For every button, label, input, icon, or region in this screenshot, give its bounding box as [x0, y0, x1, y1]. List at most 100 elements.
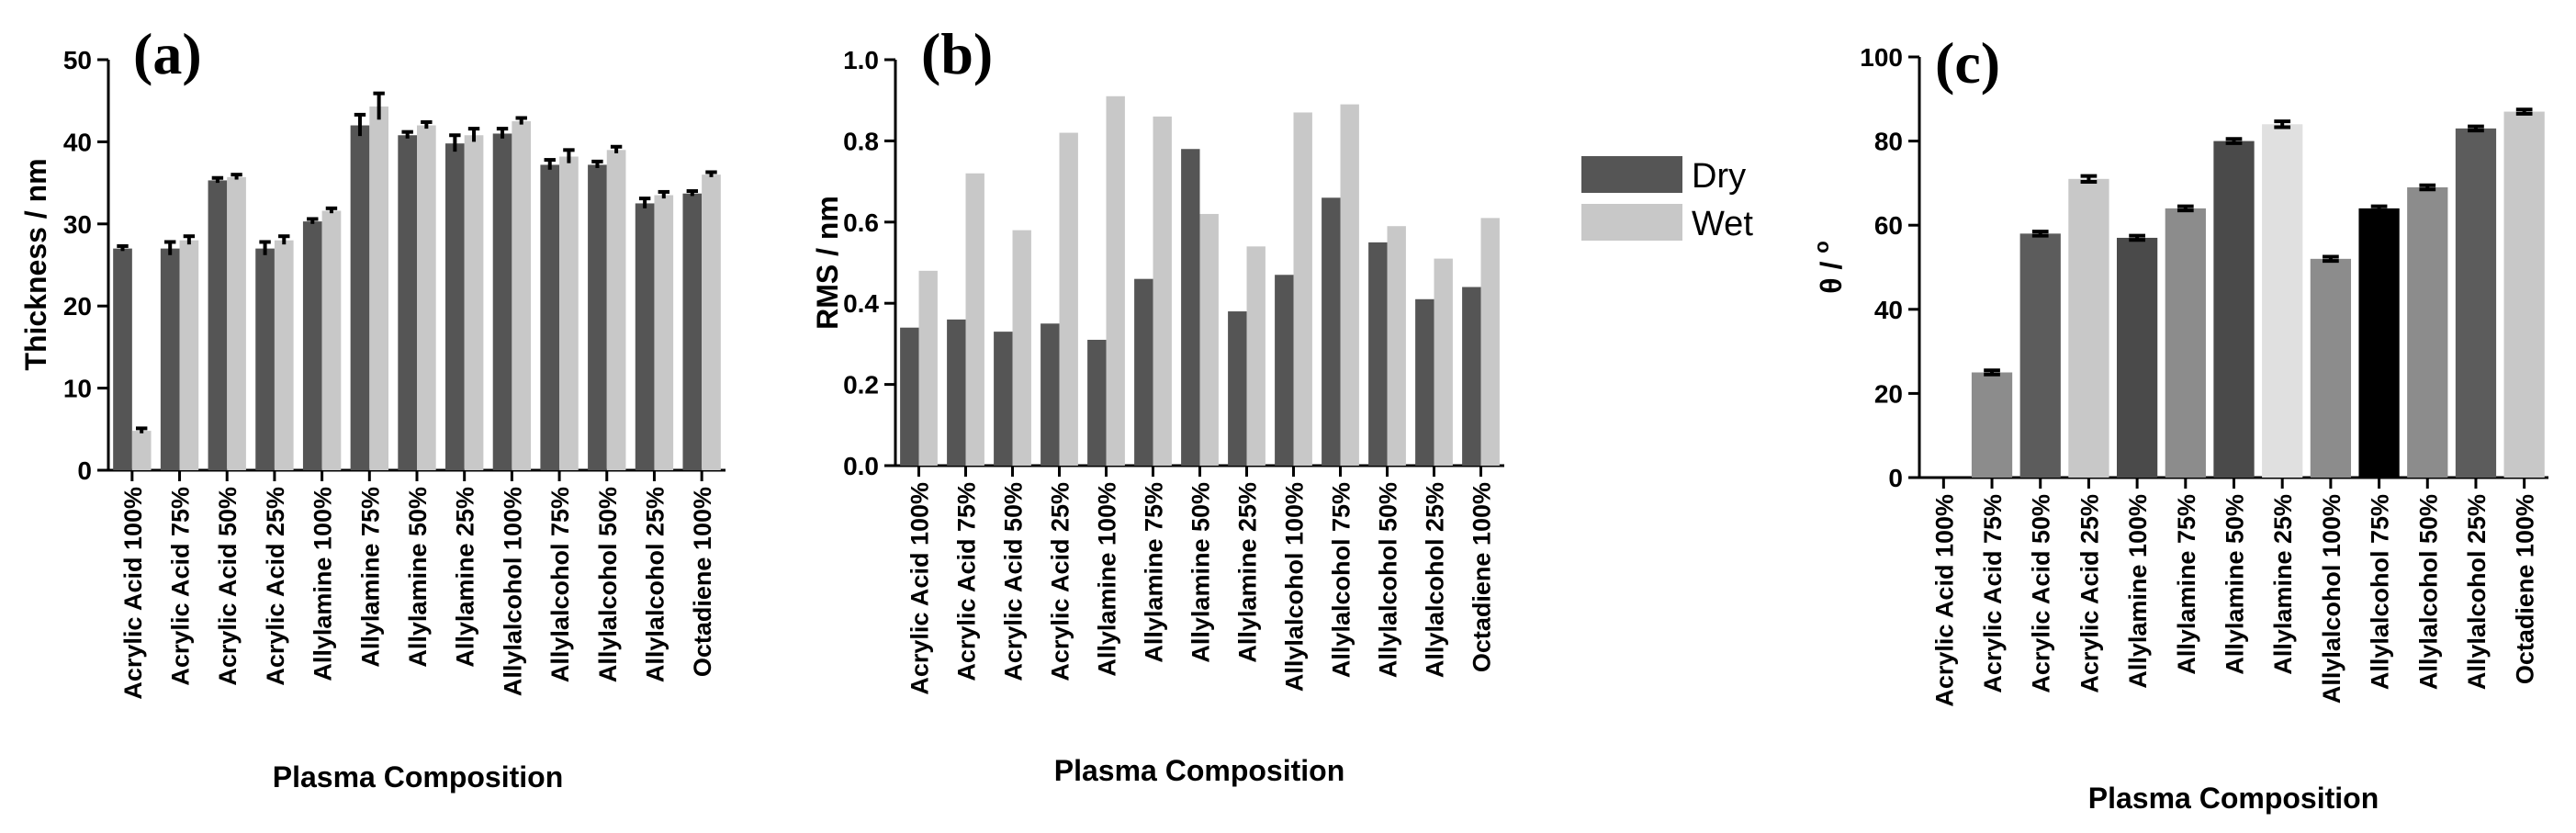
x-tick-label: Acrylic Acid 100% — [119, 487, 147, 700]
x-tick-label: Allylalcohol 25% — [641, 487, 669, 682]
x-tick-label: Allylalcohol 100% — [1281, 482, 1309, 692]
x-tick-label: Acrylic Acid 100% — [1930, 494, 1958, 707]
bar-dry — [350, 125, 370, 470]
bar-wet — [274, 240, 294, 470]
bar-contact-angle — [2165, 208, 2206, 478]
bar-dry — [160, 248, 180, 470]
x-axis-title: Plasma Composition — [273, 760, 564, 794]
bar-wet — [1199, 213, 1219, 466]
bar-wet — [1340, 104, 1359, 467]
bar-wet — [1434, 258, 1453, 466]
y-tick-label: 0.2 — [843, 371, 879, 400]
panel-b-rms-chart: 0.0 0.2 0.4 0.6 0.8 1.0 Acrylic Acid 100% Acryl… — [811, 21, 1504, 787]
bar-dry — [1087, 339, 1107, 466]
x-tick-label: Acrylic Acid 75% — [953, 482, 981, 681]
bar-dry — [1041, 323, 1060, 466]
x-tick-label: Allylamine 50% — [2222, 494, 2249, 675]
bar-wet — [1012, 230, 1031, 466]
x-tick-label: Allylamine 75% — [2173, 494, 2200, 675]
bar-dry — [398, 135, 417, 471]
bar-dry — [635, 203, 655, 470]
y-axis-title: θ / o — [1810, 241, 1848, 293]
bar-contact-angle — [1971, 372, 2013, 478]
panel-a-thickness-chart: 0 10 20 30 40 50 Acrylic Acid 100% Acrylic Acid… — [19, 21, 726, 794]
bar-wet — [369, 106, 388, 470]
x-tick-label: Allylamine 100% — [309, 487, 337, 681]
bar-wet — [227, 176, 246, 471]
y-axis-title-theta: θ / — [1815, 253, 1848, 294]
x-tick-label: Acrylic Acid 75% — [1979, 494, 2007, 693]
y-tick-label: 20 — [63, 292, 92, 321]
x-tick-label: Allylamine 50% — [1187, 482, 1215, 663]
bar-wet — [1059, 132, 1078, 466]
bar-dry — [1228, 311, 1247, 466]
bar-wet — [464, 135, 484, 471]
x-tick-label: Allylamine 25% — [452, 487, 479, 668]
y-tick-label: 40 — [1874, 296, 1903, 324]
bar-wet — [179, 240, 199, 470]
bar-dry — [588, 164, 607, 470]
y-tick-label: 0 — [1888, 464, 1903, 492]
bar-wet — [965, 173, 984, 466]
bar-dry — [445, 143, 465, 471]
x-tick-label: Allylalcohol 50% — [1375, 482, 1402, 678]
y-tick-label: 1.0 — [843, 46, 879, 74]
bar-wet — [918, 270, 938, 466]
x-tick-label: Allylalcohol 50% — [2414, 494, 2442, 690]
y-tick-label: 30 — [63, 210, 92, 239]
bar-contact-angle — [2019, 233, 2061, 478]
bar-dry — [1462, 287, 1481, 466]
bar-dry — [302, 221, 322, 471]
bar-wet — [606, 150, 626, 470]
bar-wet — [1293, 112, 1312, 467]
bar-contact-angle — [2503, 111, 2545, 478]
y-tick-label: 0 — [77, 456, 92, 485]
x-tick-label: Allylalcohol 75% — [546, 487, 574, 682]
bar-dry — [682, 193, 703, 471]
x-tick-label: Allylamine 75% — [1141, 482, 1168, 663]
bar-wet — [1387, 226, 1406, 466]
x-tick-label: Acrylic Acid 25% — [2075, 494, 2103, 693]
y-tick-label: 0.4 — [843, 289, 879, 318]
y-axis-title: RMS / nm — [811, 196, 844, 330]
x-tick-label: Octadiene 100% — [1468, 482, 1496, 672]
x-tick-label: Acrylic Acid 50% — [1000, 482, 1028, 681]
y-tick-label: 50 — [63, 46, 92, 74]
panel-c-contact-angle-chart: 0 20 40 60 80 100 Acrylic Acid 100% Acrylic Aci… — [1810, 30, 2548, 815]
x-tick-label: Allylamine 75% — [356, 487, 384, 668]
bar-contact-angle — [2455, 128, 2497, 478]
x-tick-label: Allylamine 25% — [2269, 494, 2297, 675]
y-tick-label: 0.8 — [843, 127, 879, 155]
y-tick-label: 40 — [63, 128, 92, 156]
bar-wet — [321, 210, 342, 470]
bar-wet — [1246, 246, 1266, 466]
bar-contact-angle — [2116, 237, 2158, 478]
y-tick-label: 0.0 — [843, 452, 879, 480]
bar-wet — [1153, 116, 1172, 466]
x-tick-label: Acrylic Acid 75% — [167, 487, 195, 686]
bar-wet — [1106, 96, 1125, 466]
x-tick-label: Allylalcohol 50% — [594, 487, 622, 682]
x-axis-title: Plasma Composition — [1054, 754, 1345, 787]
x-tick-label: Allylamine 100% — [1094, 482, 1121, 677]
bar-wet — [131, 431, 152, 470]
bar-dry — [1415, 298, 1434, 466]
bar-contact-angle — [2407, 186, 2448, 478]
y-tick-label: 20 — [1874, 379, 1903, 408]
x-tick-label: Allylalcohol 75% — [2367, 494, 2394, 690]
bar-wet — [559, 156, 579, 470]
y-tick-label: 80 — [1874, 128, 1903, 156]
y-tick-label: 10 — [63, 375, 92, 403]
bar-dry — [947, 319, 966, 466]
bar-contact-angle — [2068, 178, 2109, 478]
x-tick-label: Allylamine 100% — [2124, 494, 2152, 689]
y-tick-label: 60 — [1874, 211, 1903, 240]
legend-swatch-wet — [1581, 204, 1682, 241]
bar-dry — [255, 248, 275, 470]
bar-wet — [512, 121, 532, 471]
x-tick-label: Acrylic Acid 25% — [1047, 482, 1074, 681]
x-tick-label: Allylalcohol 25% — [2463, 494, 2491, 690]
panel-label: (b) — [921, 21, 993, 86]
x-tick-label: Allylalcohol 75% — [1328, 482, 1355, 678]
